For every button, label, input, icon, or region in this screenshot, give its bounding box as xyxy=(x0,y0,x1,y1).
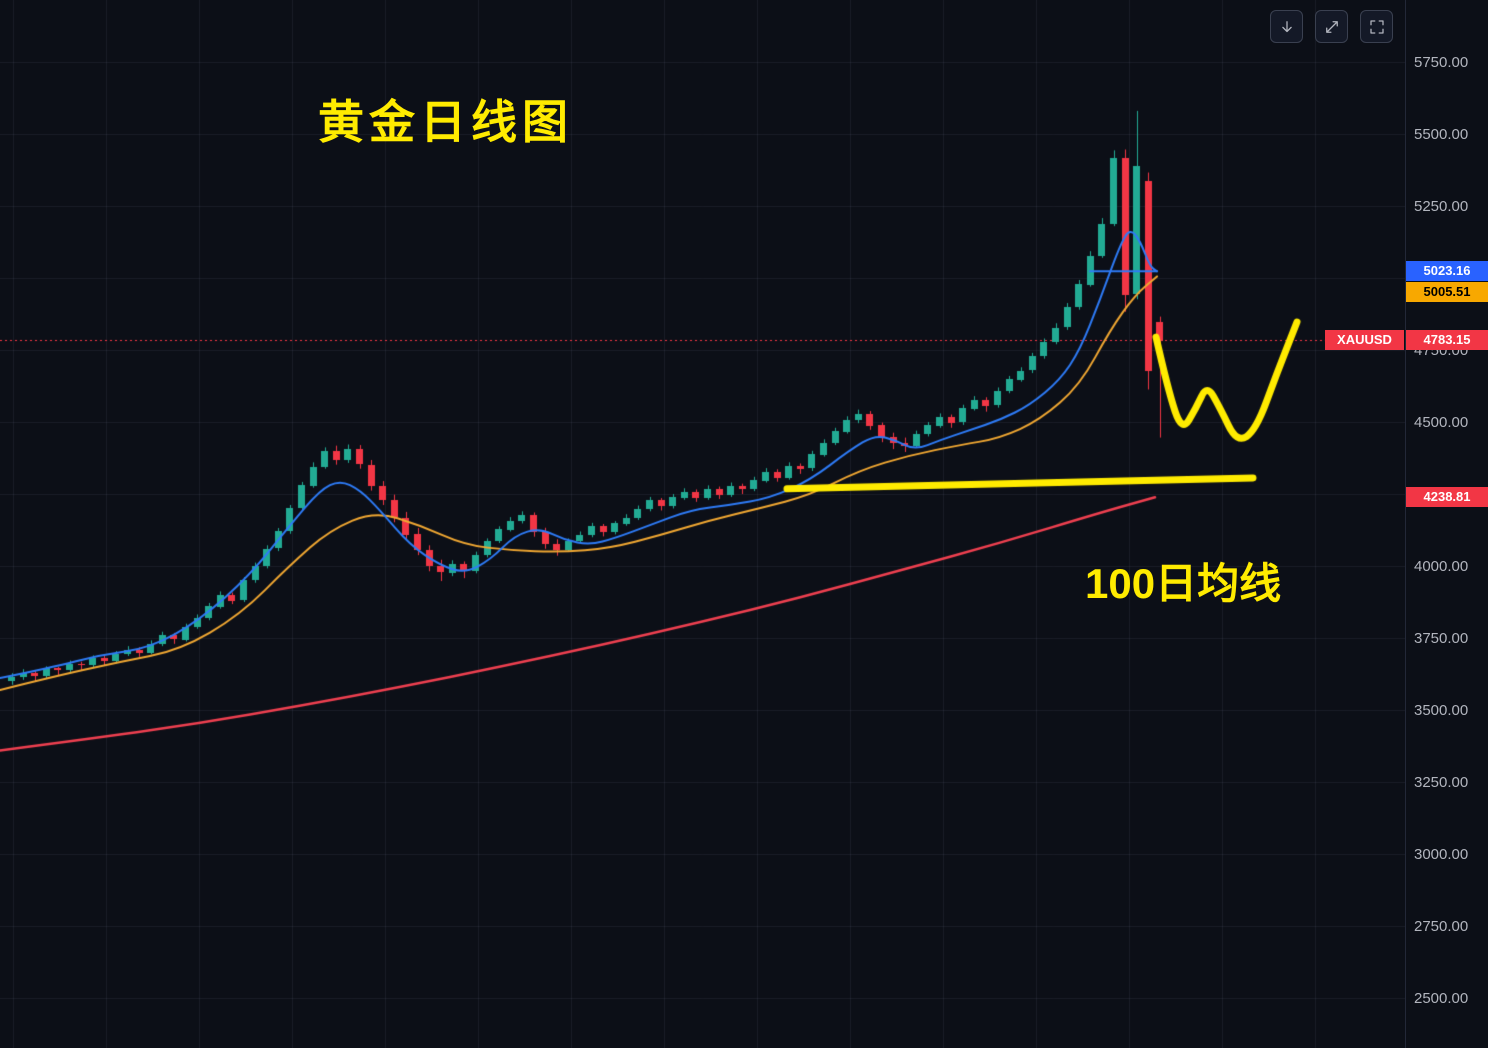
axis-tick: 5250.00 xyxy=(1414,197,1469,215)
chart-title-annotation: 黄金日线图 xyxy=(318,96,573,148)
maximize-button[interactable] xyxy=(1315,10,1348,43)
axis-tick: 3250.00 xyxy=(1414,774,1469,792)
axis-tick: 5750.00 xyxy=(1414,53,1469,71)
last-price-label: 4783.15 xyxy=(1406,330,1488,351)
maximize-icon xyxy=(1323,18,1341,36)
candlestick-chart[interactable] xyxy=(0,0,1405,1048)
chart-toolbar xyxy=(1270,10,1393,43)
axis-tick: 4000.00 xyxy=(1414,558,1469,576)
ma100-label-annotation: 100日均线 xyxy=(1085,560,1282,607)
axis-tick: 3500.00 xyxy=(1414,702,1469,720)
axis-tick: 3750.00 xyxy=(1414,630,1469,648)
axis-tick: 4500.00 xyxy=(1414,414,1469,432)
price-axis[interactable]: 5750.00 5500.00 5250.00 4750.00 4500.00 4000.… xyxy=(1405,0,1488,1048)
scroll-down-button[interactable] xyxy=(1270,10,1303,43)
arrow-down-icon xyxy=(1278,18,1296,36)
axis-tick: 5500.00 xyxy=(1414,125,1469,143)
axis-tick: 3000.00 xyxy=(1414,846,1469,864)
indicator-price-label: 5023.16 xyxy=(1406,261,1488,282)
indicator-price-label: 4238.81 xyxy=(1406,487,1488,508)
axis-tick: 2500.00 xyxy=(1414,990,1469,1008)
indicator-price-label: 5005.51 xyxy=(1406,282,1488,303)
symbol-label: XAUUSD xyxy=(1325,330,1404,351)
fullscreen-icon xyxy=(1368,18,1386,36)
fullscreen-button[interactable] xyxy=(1360,10,1393,43)
axis-tick: 2750.00 xyxy=(1414,918,1469,936)
